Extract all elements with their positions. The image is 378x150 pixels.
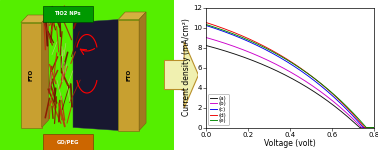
(d) [372, 127, 376, 128]
(e) [204, 24, 208, 25]
(c) [204, 25, 208, 26]
(e) [269, 50, 273, 52]
(d) [204, 22, 208, 23]
(d) [352, 115, 356, 117]
Text: TiO2 NPs: TiO2 NPs [54, 11, 81, 16]
Polygon shape [139, 12, 146, 130]
Text: FTO: FTO [29, 69, 34, 81]
(a) [347, 117, 352, 119]
(a) [334, 107, 339, 109]
Polygon shape [118, 12, 146, 20]
Polygon shape [164, 42, 198, 108]
(c) [328, 93, 333, 95]
(e) [364, 127, 369, 128]
(a) [204, 45, 208, 46]
(b) [204, 37, 208, 38]
(d) [268, 49, 273, 51]
(b) [327, 98, 332, 99]
Polygon shape [73, 20, 118, 130]
Line: (d): (d) [206, 22, 374, 128]
(b) [272, 63, 277, 64]
(c) [268, 51, 272, 53]
Polygon shape [118, 20, 139, 130]
(b) [372, 127, 376, 128]
(e) [353, 115, 358, 117]
Text: GO/PEG: GO/PEG [57, 140, 79, 145]
(a) [372, 127, 376, 128]
(b) [359, 127, 364, 128]
(a) [325, 100, 330, 102]
(d) [339, 101, 343, 103]
Y-axis label: Current density (mA/cm²): Current density (mA/cm²) [183, 19, 191, 116]
(e) [340, 101, 344, 103]
(a) [271, 68, 276, 70]
Line: (a): (a) [206, 45, 374, 127]
Polygon shape [42, 15, 49, 128]
(b) [349, 117, 354, 118]
(e) [274, 53, 279, 55]
(c) [273, 54, 277, 56]
Line: (e): (e) [206, 24, 374, 128]
(a) [358, 127, 362, 128]
(b) [336, 105, 341, 106]
(d) [313, 78, 318, 80]
(c) [351, 115, 355, 117]
Legend: (a), (b), (c), (d), (e): (a), (b), (c), (d), (e) [208, 94, 229, 125]
Line: (b): (b) [206, 38, 374, 128]
(e) [331, 93, 335, 95]
(a) [266, 66, 271, 68]
(d) [330, 92, 334, 94]
(b) [311, 85, 316, 87]
X-axis label: Voltage (volt): Voltage (volt) [264, 139, 316, 148]
(e) [372, 127, 376, 128]
(c) [361, 127, 366, 128]
(b) [267, 60, 271, 62]
(d) [363, 127, 367, 128]
Text: FTO: FTO [126, 69, 131, 81]
(d) [274, 52, 278, 54]
Line: (c): (c) [206, 26, 374, 127]
(c) [338, 102, 342, 103]
FancyBboxPatch shape [43, 134, 93, 150]
(c) [312, 80, 317, 82]
(c) [372, 127, 376, 128]
FancyBboxPatch shape [43, 6, 93, 22]
(a) [310, 89, 314, 91]
Polygon shape [21, 15, 49, 22]
Polygon shape [21, 22, 42, 128]
(e) [314, 79, 319, 81]
